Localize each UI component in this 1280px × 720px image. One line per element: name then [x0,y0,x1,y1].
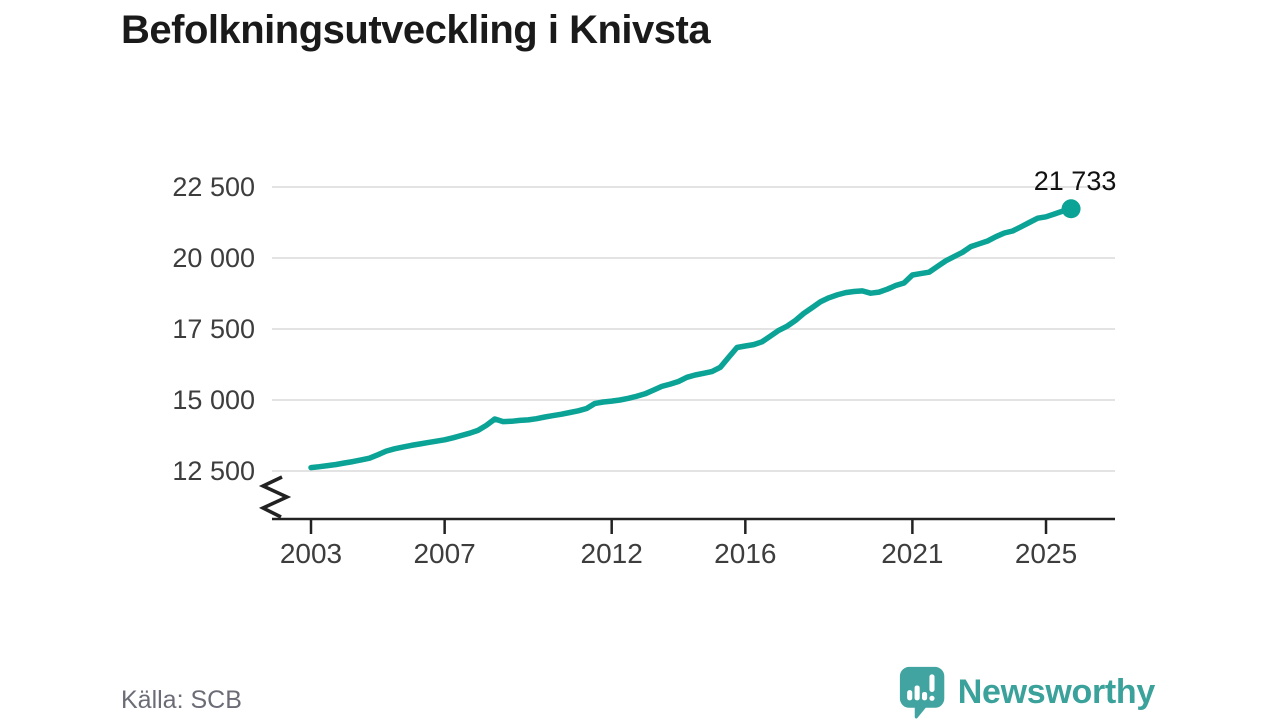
newsworthy-brand: Newsworthy [896,664,1155,720]
gridlines [272,186,1115,472]
x-tick-label: 2025 [1014,538,1078,569]
population-line [308,206,1074,471]
y-tick-label: 12 500 [172,455,255,486]
x-tick-label: 2016 [714,538,777,569]
population-series-line [308,199,1081,471]
brand-wordmark: Newsworthy [957,672,1156,711]
source-caption: Källa: SCB [121,686,242,714]
y-tick-label: 15 000 [172,384,255,415]
logo-exclamation-bar [929,674,935,692]
endpoint-value-label: 21 733 [1033,165,1117,196]
page-title: Befolkningsutveckling i Knivsta [121,8,711,52]
y-tick-label: 17 500 [172,313,255,344]
y-tick-label: 20 000 [172,242,255,273]
x-tick-label: 2003 [279,538,343,569]
x-tick-label: 2007 [413,538,476,569]
y-tick-label: 22 500 [172,171,255,202]
newsworthy-logo-icon [899,666,945,719]
logo-bar-3 [921,692,927,701]
x-axis [272,517,1115,534]
x-tick-label: 2012 [580,538,643,569]
logo-bar-1 [906,690,912,701]
x-tick-label: 2021 [881,538,944,569]
logo-bar-2 [914,685,920,701]
y-axis-break-icon [258,475,292,519]
logo-exclamation-dot [929,695,935,701]
endpoint-dot [1061,199,1081,219]
